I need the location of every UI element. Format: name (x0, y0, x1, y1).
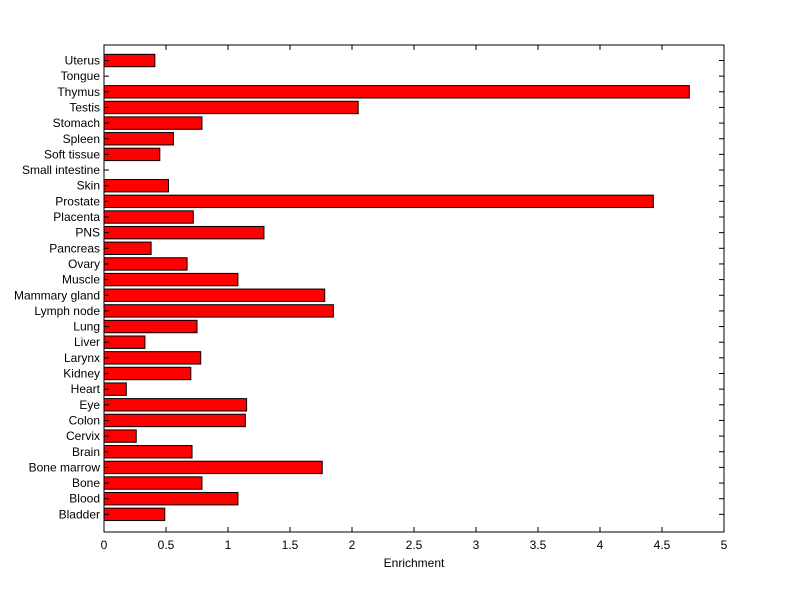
category-label: Muscle (62, 273, 100, 287)
bar (103, 366, 192, 381)
category-label: Pancreas (49, 241, 100, 255)
category-label: Heart (71, 382, 101, 396)
x-tick-label: 0.5 (158, 538, 175, 552)
bar (103, 53, 156, 68)
bar (103, 147, 161, 162)
x-tick-label: 4.5 (654, 538, 671, 552)
bar (103, 413, 246, 428)
category-label: Larynx (64, 351, 100, 365)
category-label: Liver (74, 335, 100, 349)
bar (103, 116, 203, 130)
bar (103, 351, 202, 365)
category-label: Lung (73, 320, 100, 334)
plot-frame (103, 44, 725, 533)
category-label: Tongue (61, 69, 101, 83)
bar (103, 492, 239, 506)
bar (103, 132, 174, 146)
bar (103, 210, 194, 224)
bar (103, 241, 152, 256)
category-label: Colon (69, 413, 100, 427)
bar (103, 335, 146, 349)
category-label: Bone marrow (29, 460, 101, 474)
category-label: Spleen (63, 132, 100, 146)
bar (103, 398, 248, 412)
x-tick-label: 2 (349, 538, 356, 552)
bar (103, 304, 334, 318)
x-tick-label: 4 (597, 538, 604, 552)
category-label: Lymph node (34, 304, 100, 318)
bar (103, 179, 169, 193)
bar (103, 85, 690, 99)
category-label: Stomach (53, 116, 100, 130)
category-label: Ovary (68, 257, 100, 271)
category-label: Kidney (63, 367, 100, 381)
bar (103, 225, 265, 240)
x-tick-label: 2.5 (406, 538, 423, 552)
bar (103, 272, 239, 287)
category-label: Cervix (66, 429, 100, 443)
bar (103, 319, 198, 334)
bar (103, 194, 654, 209)
category-label: Bladder (59, 507, 100, 521)
category-label: Small intestine (22, 163, 100, 177)
category-label: Placenta (53, 210, 100, 224)
x-tick-label: 0 (101, 538, 108, 552)
x-tick-label: 3 (473, 538, 480, 552)
category-label: Blood (69, 492, 100, 506)
bar (103, 257, 188, 271)
x-tick-label: 1.5 (282, 538, 299, 552)
category-label: Soft tissue (44, 147, 100, 161)
bar (103, 445, 193, 459)
category-label: Brain (72, 445, 100, 459)
bar (103, 288, 326, 302)
category-label: Skin (77, 179, 100, 193)
x-tick-label: 3.5 (530, 538, 547, 552)
category-label: PNS (75, 226, 100, 240)
bar (103, 100, 359, 115)
x-tick-label: 5 (721, 538, 728, 552)
category-label: Prostate (55, 194, 100, 208)
category-label: Bone (72, 476, 100, 490)
category-label: Uterus (65, 54, 100, 68)
category-label: Testis (69, 100, 100, 114)
category-label: Eye (79, 398, 100, 412)
bar (103, 507, 166, 522)
category-label: Thymus (57, 85, 100, 99)
bar (103, 460, 323, 475)
x-tick-label: 1 (225, 538, 232, 552)
x-axis-label: Enrichment (384, 556, 445, 570)
category-label: Mammary gland (14, 288, 100, 302)
bar (103, 476, 203, 490)
